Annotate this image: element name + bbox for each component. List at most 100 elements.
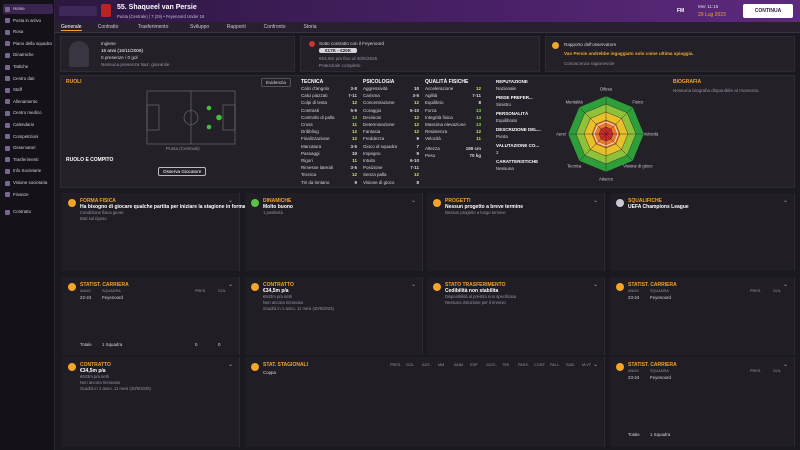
table-header: Sub. — [566, 363, 575, 367]
sidebar-label: Osservatori — [13, 145, 36, 151]
attr-value: 9 — [354, 179, 357, 185]
card-menu: ⌄ — [228, 198, 234, 204]
sidebar-item[interactable]: Centro medico — [3, 108, 53, 118]
sidebar-label: Piano della squadra — [13, 40, 52, 46]
continue-button[interactable]: CONTINUA — [743, 4, 793, 18]
sidebar-item[interactable]: Rosa — [3, 27, 53, 37]
attr-name: Fantasia — [363, 129, 381, 135]
radar-label: Attacco — [599, 177, 614, 182]
sidebar-item[interactable]: Posta in arrivo — [3, 16, 53, 26]
attr-name: Gioco di squadra — [363, 143, 398, 149]
sidebar-icon — [5, 157, 10, 163]
table-footer: Totale — [628, 432, 640, 437]
player-subtitle: Punta (Centrale) | 7 (29) • Feyenoord Un… — [117, 14, 205, 19]
table-header: Ass. — [422, 363, 431, 367]
attr-name: Aggressività — [363, 86, 388, 91]
tab[interactable]: Storia — [303, 24, 317, 30]
sidebar-label: Tattiche — [13, 64, 29, 69]
tab[interactable]: Generale — [61, 24, 82, 31]
sidebar-item[interactable]: Visione societaria — [3, 178, 53, 188]
sidebar-icon — [5, 192, 10, 198]
card-menu: ⌄ — [411, 282, 417, 288]
card-line: Nessun progetto a breve termine — [445, 204, 524, 210]
sidebar-icon — [5, 99, 10, 105]
apps: 0 presenze / 0 gol — [101, 55, 138, 60]
card-icon — [68, 199, 76, 207]
table-header: Pass. — [518, 363, 529, 367]
sidebar-label: Centro dati — [13, 75, 35, 81]
card-title: Statist. carriera — [628, 282, 677, 288]
attr-value: 11 — [352, 158, 357, 163]
sidebar-icon — [5, 134, 10, 140]
contract-panel: Sotto contratto con il Feyenoord €17K - … — [300, 36, 540, 72]
attr-value: 12 — [413, 172, 419, 178]
table-header: Squadra — [102, 289, 121, 293]
attr-name: Velocità — [425, 136, 441, 142]
filter[interactable]: Evidenzia — [261, 78, 291, 87]
sidebar-item[interactable]: Allenamento — [3, 97, 53, 107]
radar-spoke — [605, 133, 634, 162]
info-value: 2 — [496, 150, 499, 155]
age: 16 anni (16/11/2006) — [101, 48, 144, 53]
card-icon — [68, 363, 76, 371]
sidebar-item[interactable]: Info Societarie — [3, 166, 53, 176]
tab[interactable]: Confronto — [263, 24, 286, 30]
sidebar-item[interactable]: Contratto — [3, 207, 53, 217]
attr-name: Rigori — [301, 158, 313, 163]
sidebar-item[interactable]: Piano della squadra — [3, 39, 53, 49]
sidebar-label: Posta in arrivo — [13, 17, 42, 23]
nav-buttons[interactable] — [59, 6, 97, 16]
info-value: Sinistro — [496, 102, 512, 107]
card-line: Cedibilità non stabilita — [445, 288, 499, 294]
sidebar-item[interactable]: Finanze — [3, 190, 53, 200]
tab[interactable]: Rapporti — [226, 24, 246, 30]
attr-name: Decisioni — [363, 114, 382, 120]
card: Squalifiche ⌄ UEFA Champions League — [610, 193, 795, 271]
tab[interactable]: Sviluppo — [190, 24, 210, 30]
observe-button[interactable]: Osserva Giocatore — [158, 167, 207, 176]
sidebar-label: Home — [13, 6, 25, 11]
tab[interactable]: Trasferimento — [137, 24, 169, 30]
sidebar-item[interactable]: Tattiche — [3, 62, 53, 72]
attr-value: 11 — [476, 136, 481, 142]
table-header: Pres. — [195, 289, 207, 293]
card-title: Stato trasferimento — [445, 282, 506, 288]
table-header: Anno — [628, 289, 639, 293]
info-value: Nessuna — [496, 166, 514, 171]
attr-name: Posizione — [363, 165, 383, 171]
card-title: Dinamiche — [263, 198, 292, 204]
tab[interactable]: Contratto — [97, 24, 119, 30]
attr-value: 7-11 — [472, 93, 481, 99]
sidebar-item[interactable]: Calendario — [3, 120, 53, 130]
card-line: Scadrà in 1 anno, 11 mesi (30/6/2025) — [263, 306, 334, 311]
attr-value: 7-11 — [348, 93, 357, 99]
avatar — [69, 41, 89, 67]
sidebar-item[interactable]: Competizioni — [3, 132, 53, 142]
table-footer: 0 — [218, 342, 221, 347]
sidebar-item[interactable]: Centro dati — [3, 74, 53, 84]
time: Mer 11:15 — [698, 4, 719, 9]
card: Stato trasferimento ⌄ Cedibilità non stabi… — [427, 277, 605, 355]
sidebar-item[interactable]: Home — [3, 4, 53, 14]
card-line: €643m p/a netti — [263, 294, 292, 299]
sidebar-icon — [5, 41, 10, 47]
sidebar-item[interactable]: Osservatori — [3, 143, 53, 153]
attr-name: Freddezza — [363, 136, 385, 142]
info-value: Nazionale — [496, 86, 517, 91]
sidebar-label: Allenamento — [13, 98, 38, 104]
sidebar-icon — [5, 87, 10, 93]
attributes-panel: Ruoli Evidenzia Punta (Centrale) Ruolo e… — [60, 75, 795, 188]
card: Statist. carriera ⌄ Anno Squadra Pres. Gol 23-… — [610, 277, 795, 355]
attr-value: 14 — [475, 114, 481, 120]
attr-group-title: Psicologia — [363, 79, 395, 85]
attr-value: 10 — [351, 150, 357, 156]
sidebar-item[interactable]: Trasferimenti — [3, 155, 53, 165]
attr-value: 3-5 — [412, 93, 419, 99]
sidebar-item[interactable]: Dinamiche — [3, 50, 53, 60]
table-cell: 22-24 — [80, 295, 92, 300]
attr-name: Senza palla — [363, 172, 387, 178]
attr-name: Colpi di testa — [301, 100, 328, 106]
contract-status: Sotto contratto con il Feyenoord — [319, 41, 385, 46]
table-header: Cont. — [534, 363, 546, 367]
sidebar-item[interactable]: Staff — [3, 85, 53, 95]
